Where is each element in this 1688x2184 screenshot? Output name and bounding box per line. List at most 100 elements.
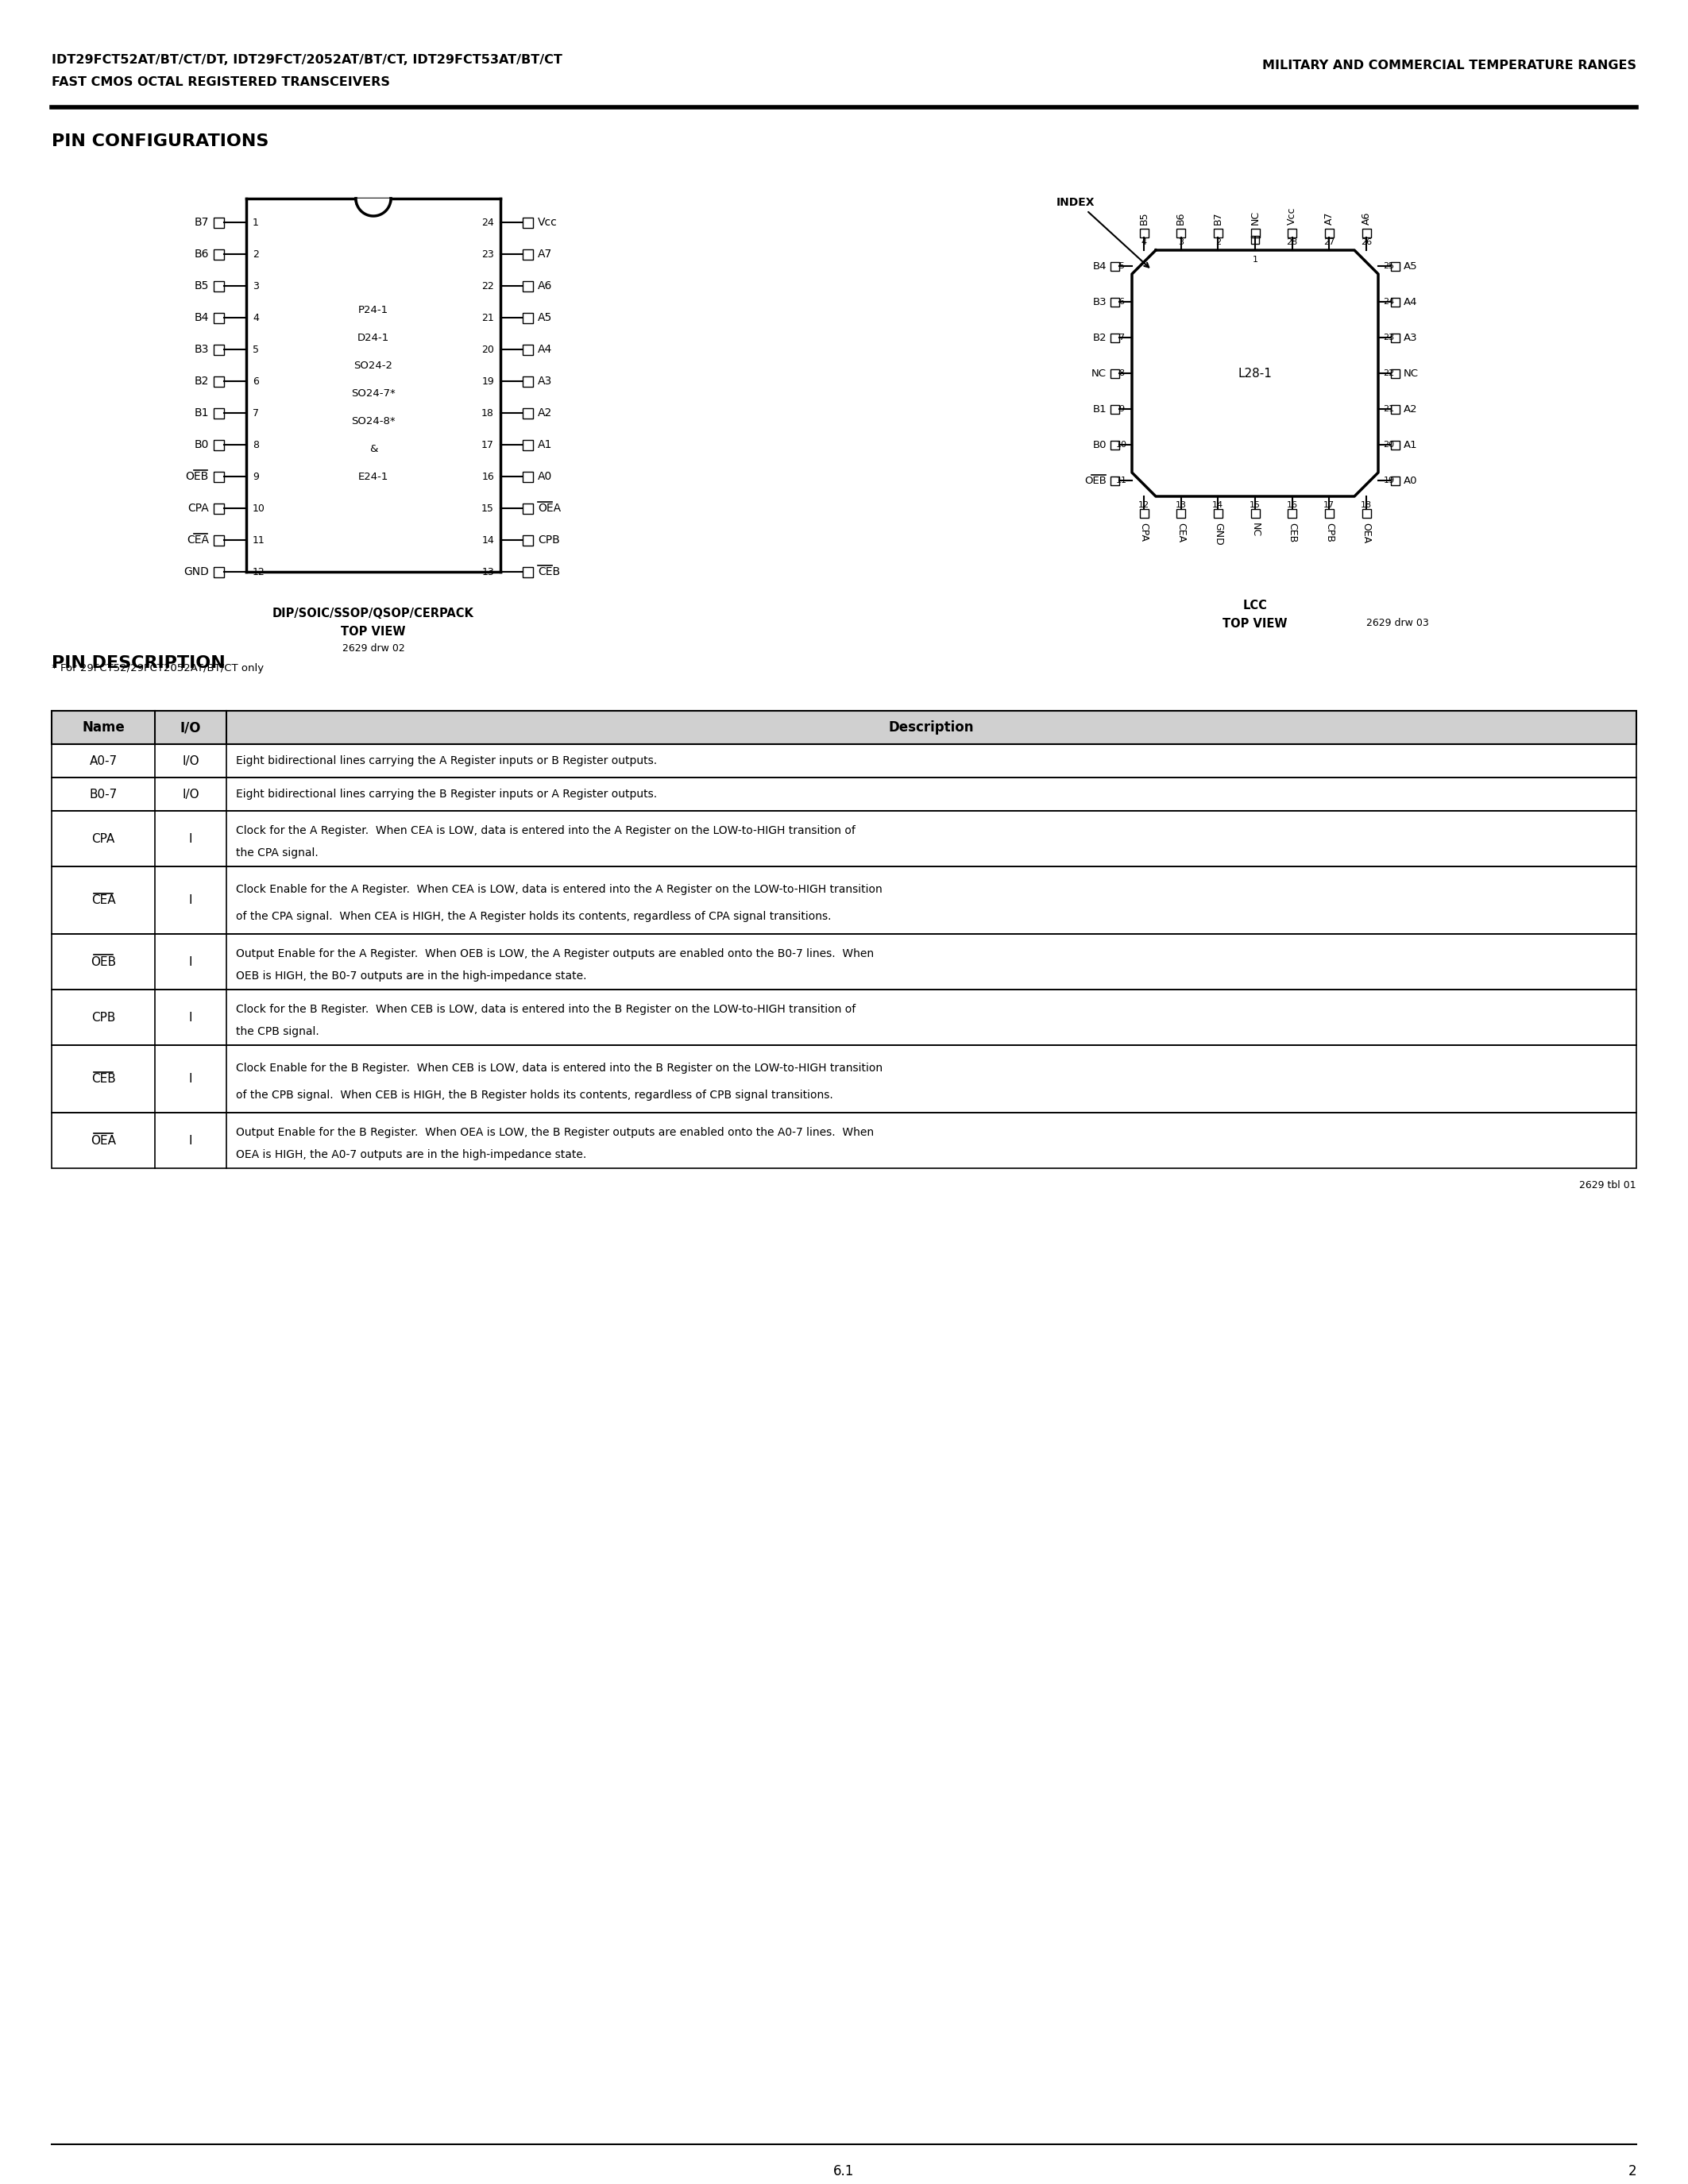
Bar bbox=[1111, 404, 1119, 413]
Text: CEB: CEB bbox=[1286, 522, 1298, 542]
Text: Eight bidirectional lines carrying the A Register inputs or B Register outputs.: Eight bidirectional lines carrying the A… bbox=[236, 756, 657, 767]
Text: 17: 17 bbox=[1323, 500, 1335, 509]
Bar bbox=[214, 566, 225, 577]
Text: CPA: CPA bbox=[1139, 522, 1150, 542]
Text: A3: A3 bbox=[1404, 332, 1418, 343]
Bar bbox=[523, 502, 533, 513]
Text: A1: A1 bbox=[1404, 439, 1418, 450]
Text: the CPA signal.: the CPA signal. bbox=[236, 847, 319, 858]
Text: Clock for the A Register.  When CEA is LOW, data is entered into the A Register : Clock for the A Register. When CEA is LO… bbox=[236, 826, 856, 836]
Text: B6: B6 bbox=[194, 249, 209, 260]
Text: Output Enable for the B Register.  When OEA is LOW, the B Register outputs are e: Output Enable for the B Register. When O… bbox=[236, 1127, 874, 1138]
Bar bbox=[1391, 476, 1399, 485]
Text: 6.1: 6.1 bbox=[834, 2164, 854, 2177]
Text: NC: NC bbox=[1249, 522, 1261, 537]
Text: Vcc: Vcc bbox=[1286, 207, 1298, 225]
Text: 5: 5 bbox=[1119, 262, 1124, 271]
Text: I/O: I/O bbox=[182, 788, 199, 799]
Bar bbox=[1111, 476, 1119, 485]
Text: 24: 24 bbox=[1382, 297, 1394, 306]
Text: A7: A7 bbox=[538, 249, 552, 260]
Text: 21: 21 bbox=[481, 312, 495, 323]
Bar bbox=[1177, 229, 1185, 238]
Text: TOP VIEW: TOP VIEW bbox=[341, 627, 405, 638]
Bar bbox=[214, 535, 225, 546]
Bar bbox=[52, 989, 1636, 1046]
Bar bbox=[52, 1112, 1636, 1168]
Text: 14: 14 bbox=[481, 535, 495, 546]
Text: A0: A0 bbox=[538, 472, 552, 483]
Bar bbox=[1214, 229, 1222, 238]
Text: 22: 22 bbox=[481, 282, 495, 290]
Text: 19: 19 bbox=[481, 376, 495, 387]
Text: OEB: OEB bbox=[186, 472, 209, 483]
Bar bbox=[52, 710, 1636, 745]
Text: CPA: CPA bbox=[187, 502, 209, 513]
Bar bbox=[214, 249, 225, 260]
Bar bbox=[1288, 229, 1296, 238]
Text: A2: A2 bbox=[1404, 404, 1418, 415]
Text: A0-7: A0-7 bbox=[89, 756, 116, 767]
Bar bbox=[523, 282, 533, 290]
Text: A4: A4 bbox=[538, 343, 552, 356]
Bar bbox=[523, 408, 533, 417]
Text: SO24-8*: SO24-8* bbox=[351, 415, 395, 426]
Bar bbox=[214, 472, 225, 483]
Text: 3: 3 bbox=[1178, 238, 1183, 247]
Text: 27: 27 bbox=[1323, 238, 1335, 247]
Bar bbox=[214, 216, 225, 227]
Text: 2: 2 bbox=[1627, 2164, 1636, 2177]
Bar bbox=[1362, 509, 1371, 518]
Text: A2: A2 bbox=[538, 408, 552, 419]
Text: B1: B1 bbox=[1092, 404, 1107, 415]
Text: A5: A5 bbox=[538, 312, 552, 323]
Text: Vcc: Vcc bbox=[538, 216, 557, 227]
Bar bbox=[523, 345, 533, 354]
Text: CEA: CEA bbox=[91, 893, 115, 906]
Text: B0: B0 bbox=[1092, 439, 1107, 450]
Text: 13: 13 bbox=[1175, 500, 1187, 509]
Text: 1: 1 bbox=[1252, 256, 1258, 264]
Text: GND: GND bbox=[1214, 522, 1224, 546]
Text: I: I bbox=[189, 1011, 192, 1024]
Bar bbox=[1111, 262, 1119, 271]
Text: 6: 6 bbox=[253, 376, 258, 387]
Text: D24-1: D24-1 bbox=[358, 332, 390, 343]
Text: GND: GND bbox=[184, 566, 209, 577]
Text: B5: B5 bbox=[194, 280, 209, 290]
Bar bbox=[523, 472, 533, 483]
Text: CPB: CPB bbox=[1323, 522, 1335, 542]
Text: 9: 9 bbox=[1119, 404, 1124, 413]
Text: I: I bbox=[189, 1133, 192, 1147]
Text: SO24-7*: SO24-7* bbox=[351, 389, 395, 397]
Text: CPA: CPA bbox=[91, 832, 115, 845]
Bar bbox=[52, 745, 1636, 778]
Bar bbox=[214, 282, 225, 290]
Text: SO24-2: SO24-2 bbox=[354, 360, 393, 371]
Text: 18: 18 bbox=[1361, 500, 1372, 509]
Text: of the CPB signal.  When CEB is HIGH, the B Register holds its contents, regardl: of the CPB signal. When CEB is HIGH, the… bbox=[236, 1090, 834, 1101]
Text: A6: A6 bbox=[1361, 212, 1371, 225]
Text: INDEX: INDEX bbox=[1057, 197, 1096, 207]
Text: * For 29FCT52/29FCT2052AT/BT/CT only: * For 29FCT52/29FCT2052AT/BT/CT only bbox=[52, 664, 263, 673]
Bar bbox=[523, 535, 533, 546]
Text: B3: B3 bbox=[194, 343, 209, 356]
Bar bbox=[1325, 509, 1334, 518]
Text: CEB: CEB bbox=[538, 566, 560, 577]
Text: A7: A7 bbox=[1323, 212, 1335, 225]
Text: I: I bbox=[189, 893, 192, 906]
Text: A5: A5 bbox=[1404, 260, 1418, 271]
Text: 7: 7 bbox=[1119, 334, 1124, 341]
Text: 21: 21 bbox=[1384, 404, 1394, 413]
Text: Output Enable for the A Register.  When OEB is LOW, the A Register outputs are e: Output Enable for the A Register. When O… bbox=[236, 948, 874, 959]
Bar bbox=[1391, 404, 1399, 413]
Text: 1: 1 bbox=[253, 216, 258, 227]
Text: LCC: LCC bbox=[1242, 601, 1268, 612]
Text: 10: 10 bbox=[253, 502, 265, 513]
Text: Name: Name bbox=[83, 721, 125, 734]
Text: 8: 8 bbox=[253, 439, 258, 450]
Bar bbox=[52, 1046, 1636, 1112]
Bar bbox=[1214, 509, 1222, 518]
Text: B2: B2 bbox=[194, 376, 209, 387]
Bar bbox=[523, 249, 533, 260]
